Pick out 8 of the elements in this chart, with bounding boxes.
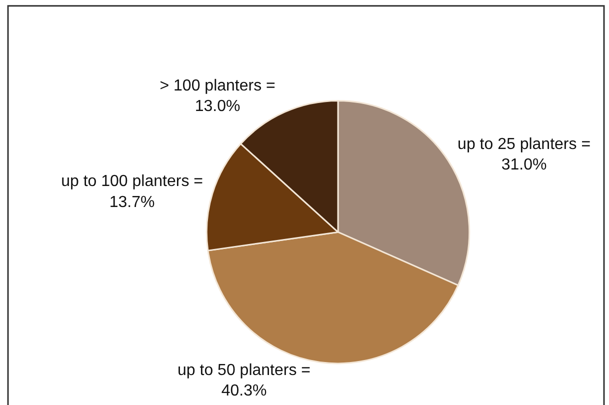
data-label: 13.7% [109,194,155,211]
slice-label: up to 100 planters = [61,172,203,190]
data-label: 40.3% [221,382,267,400]
slice-label: up to 25 planters = [458,136,591,153]
slice-label: up to 50 planters = [178,362,310,379]
slice-label: > 100 planters = [160,77,276,94]
data-label: 31.0% [501,156,547,174]
data-label: 13.0% [194,98,240,116]
